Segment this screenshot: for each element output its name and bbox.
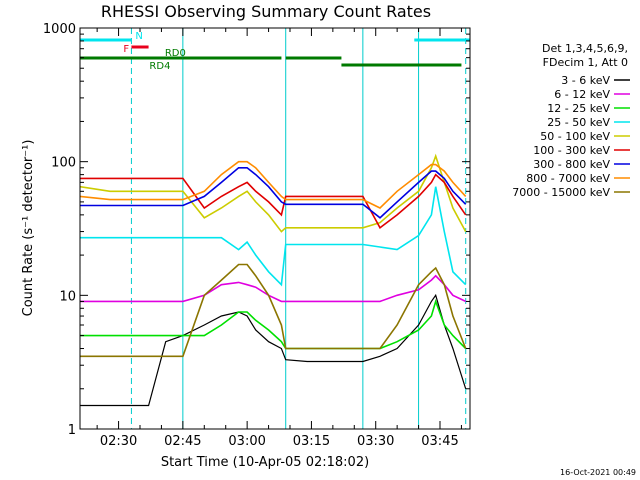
legend: Det 1,3,4,5,6,9, FDecim 1, Att 0 3 - 6 k… [512, 42, 630, 199]
series-line-6 [80, 167, 467, 219]
legend-header-line-2: FDecim 1, Att 0 [543, 56, 628, 69]
series-line-7 [80, 160, 467, 209]
flag-label-f: F [123, 44, 129, 55]
y-axis-label: Count Rate (s⁻¹ detector⁻¹) [21, 140, 36, 317]
legend-label: 50 - 100 keV [540, 130, 610, 143]
series-line-8 [80, 263, 467, 358]
legend-label: 12 - 25 keV [547, 102, 610, 115]
chart-title: RHESSI Observing Summary Count Rates [101, 2, 431, 21]
y-tick-label: 1 [68, 423, 76, 438]
x-tick-label: 03:45 [421, 434, 458, 449]
plot-frame [79, 27, 471, 430]
x-tick-label: 02:45 [164, 434, 201, 449]
series-line-3 [80, 186, 467, 287]
flag-label-rd4: RD4 [149, 61, 170, 72]
x-tick-label: 03:00 [228, 434, 265, 449]
x-axis: 02:30 02:45 03:00 03:15 03:30 03:45 [96, 28, 462, 449]
x-tick-label: 03:15 [293, 434, 330, 449]
x-tick-label: 03:30 [357, 434, 394, 449]
y-axis: 1 10 100 1000 [43, 22, 470, 438]
series-lines [80, 153, 467, 407]
legend-label: 7000 - 15000 keV [512, 186, 610, 199]
plot-area: NF RD0 RD4 [80, 28, 470, 429]
legend-label: 800 - 7000 keV [526, 172, 610, 185]
series-line-4 [80, 153, 467, 233]
series-line-2 [80, 298, 467, 350]
series-line-1 [80, 274, 467, 303]
flag-bars: NF RD0 RD4 [80, 31, 470, 72]
x-tick-label: 02:30 [100, 434, 137, 449]
y-tick-label: 1000 [43, 22, 76, 37]
series-line-5 [80, 173, 467, 229]
legend-label: 300 - 800 keV [533, 158, 610, 171]
flag-label-n: N [135, 31, 142, 42]
flag-label-rd0: RD0 [165, 48, 186, 59]
footer-date: 16-Oct-2021 00:49 [560, 468, 636, 477]
legend-header-line-1: Det 1,3,4,5,6,9, [542, 42, 628, 55]
y-tick-label: 100 [51, 156, 76, 171]
y-tick-label: 10 [59, 289, 76, 304]
x-axis-label: Start Time (10-Apr-05 02:18:02) [161, 455, 369, 470]
legend-label: 6 - 12 keV [554, 88, 610, 101]
legend-label: 25 - 50 keV [547, 116, 610, 129]
legend-label: 100 - 300 keV [533, 144, 610, 157]
series-line-0 [80, 293, 467, 407]
legend-label: 3 - 6 keV [561, 74, 610, 87]
